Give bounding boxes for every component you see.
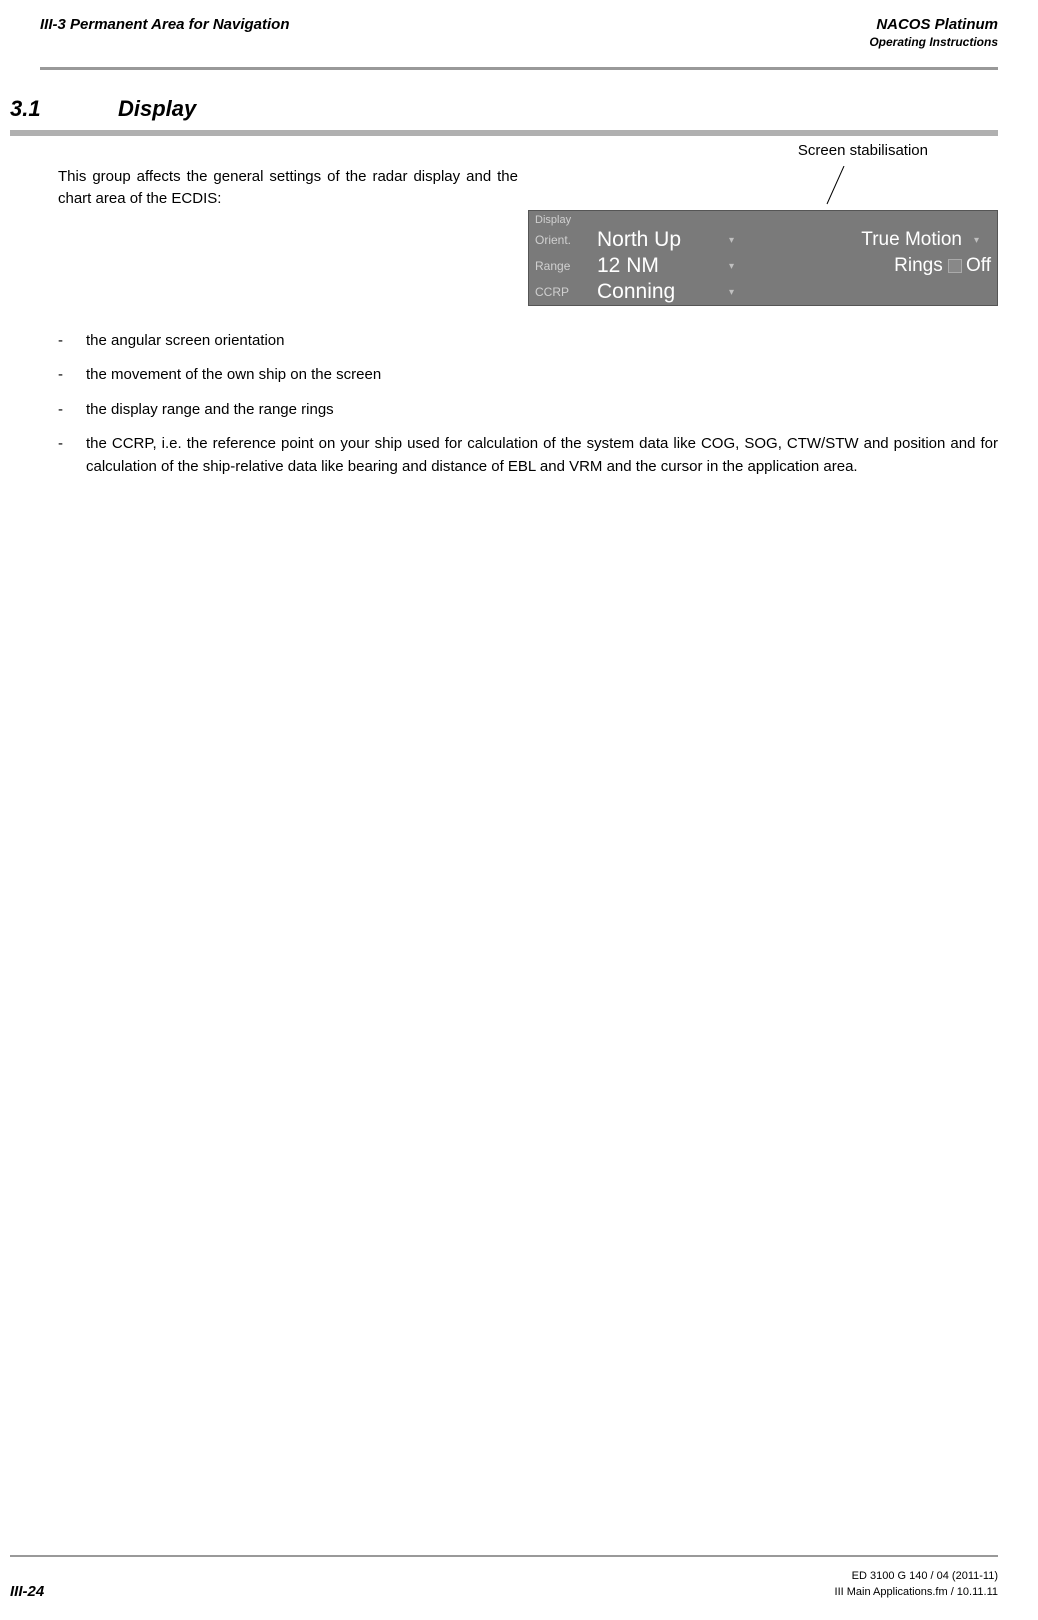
bullet-marker: -	[58, 364, 86, 387]
rings-value: Off	[966, 255, 991, 276]
section-title: Display	[118, 96, 196, 122]
callout-leader-line	[822, 166, 852, 206]
footer-divider	[10, 1555, 998, 1557]
callout-label: Screen stabilisation	[798, 142, 928, 159]
footer-right: ED 3100 G 140 / 04 (2011-11) III Main Ap…	[835, 1569, 998, 1600]
section-header: 3.1 Display	[0, 70, 1038, 130]
panel-title: Display	[529, 211, 997, 227]
bullet-text: the movement of the own ship on the scre…	[86, 364, 381, 387]
rings-label: Rings Off	[894, 255, 991, 277]
list-item: - the movement of the own ship on the sc…	[58, 364, 998, 387]
ccrp-label: CCRP	[535, 285, 589, 299]
list-item: - the CCRP, i.e. the reference point on …	[58, 433, 998, 478]
list-item: - the angular screen orientation	[58, 330, 998, 353]
file-ref: III Main Applications.fm / 10.11.11	[835, 1585, 998, 1600]
header-left-text: III-3 Permanent Area for Navigation	[40, 16, 290, 49]
orient-label: Orient.	[535, 233, 589, 247]
bullet-text: the angular screen orientation	[86, 330, 284, 353]
page-footer: III-24 ED 3100 G 140 / 04 (2011-11) III …	[0, 1555, 1038, 1600]
bullet-list: - the angular screen orientation - the m…	[58, 330, 998, 479]
bullet-marker: -	[58, 433, 86, 478]
ccrp-value[interactable]: Conning	[597, 280, 717, 304]
doc-id: ED 3100 G 140 / 04 (2011-11)	[835, 1569, 998, 1584]
bullet-text: the display range and the range rings	[86, 399, 334, 422]
bullet-marker: -	[58, 330, 86, 353]
page-number: III-24	[10, 1583, 44, 1600]
bullet-text: the CCRP, i.e. the reference point on yo…	[86, 433, 998, 478]
motion-value[interactable]: True Motion	[861, 229, 962, 251]
range-value[interactable]: 12 NM	[597, 254, 717, 278]
panel-row-orient: Orient. North Up ▾ True Motion ▾	[529, 227, 997, 253]
header-subtitle: Operating Instructions	[869, 35, 998, 49]
list-item: - the display range and the range rings	[58, 399, 998, 422]
section-number: 3.1	[10, 96, 118, 122]
header-product-title: NACOS Platinum	[869, 16, 998, 33]
dropdown-arrow-icon[interactable]: ▾	[974, 235, 979, 246]
panel-row-ccrp: CCRP Conning ▾	[529, 279, 997, 305]
rings-text: Rings	[894, 255, 943, 276]
range-label: Range	[535, 259, 589, 273]
header-right: NACOS Platinum Operating Instructions	[869, 16, 998, 49]
dropdown-arrow-icon[interactable]: ▾	[729, 235, 734, 246]
content-area: This group affects the general settings …	[0, 136, 1038, 478]
dropdown-arrow-icon[interactable]: ▾	[729, 287, 734, 298]
display-panel: Display Orient. North Up ▾ True Motion ▾…	[528, 210, 998, 306]
footer-content: III-24 ED 3100 G 140 / 04 (2011-11) III …	[10, 1569, 998, 1600]
orient-value[interactable]: North Up	[597, 228, 717, 252]
intro-block: This group affects the general settings …	[58, 166, 998, 210]
bullet-marker: -	[58, 399, 86, 422]
intro-text: This group affects the general settings …	[58, 166, 518, 210]
dropdown-arrow-icon[interactable]: ▾	[729, 261, 734, 272]
rings-checkbox[interactable]	[948, 259, 962, 273]
page-header: III-3 Permanent Area for Navigation NACO…	[0, 0, 1038, 57]
panel-row-range: Range 12 NM ▾ Rings Off	[529, 253, 997, 279]
